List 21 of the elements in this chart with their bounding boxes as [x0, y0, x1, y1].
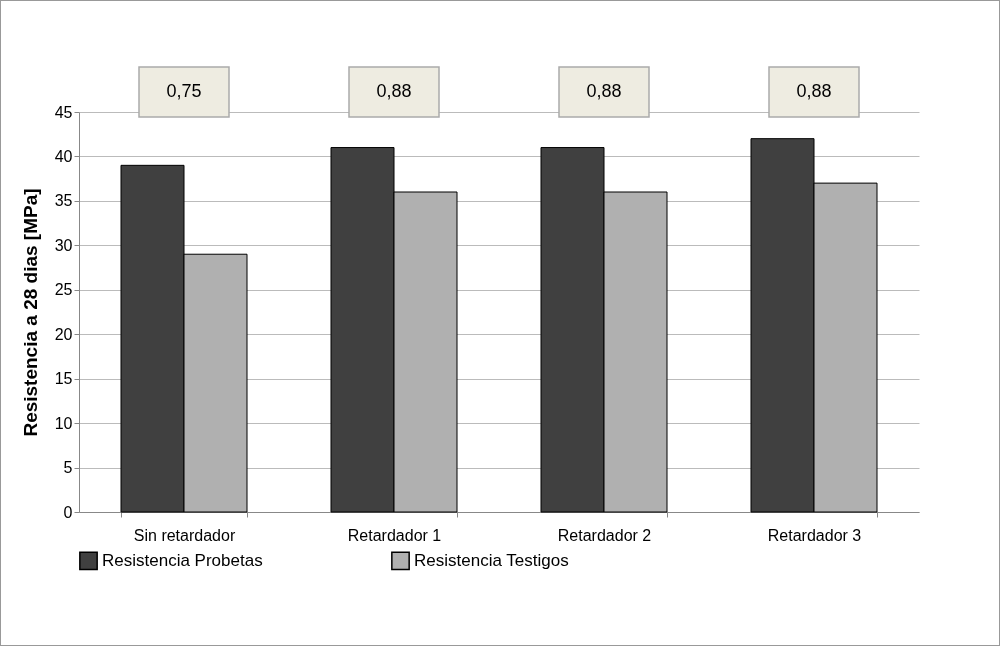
x-tick-label: Retardador 2 [557, 526, 652, 544]
y-tick-label: 5 [63, 459, 73, 477]
text: 0,88 [586, 81, 622, 101]
y-tick-label: 45 [54, 103, 73, 121]
legend-label: Resistencia Testigos [414, 550, 569, 570]
y-tick-label: 30 [54, 236, 73, 254]
y-tick-label: 15 [54, 370, 73, 388]
text: 0,88 [376, 81, 412, 101]
x-tick-label: Retardador 1 [347, 526, 442, 544]
text: 0,75 [166, 81, 202, 101]
y-tick-label: 10 [54, 414, 73, 432]
y-axis-title: Resistencia a 28 dias [MPa] [19, 188, 41, 437]
legend-label: Resistencia Probetas [102, 550, 263, 570]
y-tick-label: 20 [54, 325, 73, 343]
y-tick-label: 40 [54, 147, 73, 165]
y-tick-label: 0 [63, 503, 73, 521]
y-tick-label: 35 [54, 192, 73, 210]
x-tick-label: Sin retardador [133, 526, 236, 544]
x-tick-label: Retardador 3 [767, 526, 862, 544]
text: 0,88 [796, 81, 832, 101]
y-tick-label: 25 [54, 281, 73, 299]
